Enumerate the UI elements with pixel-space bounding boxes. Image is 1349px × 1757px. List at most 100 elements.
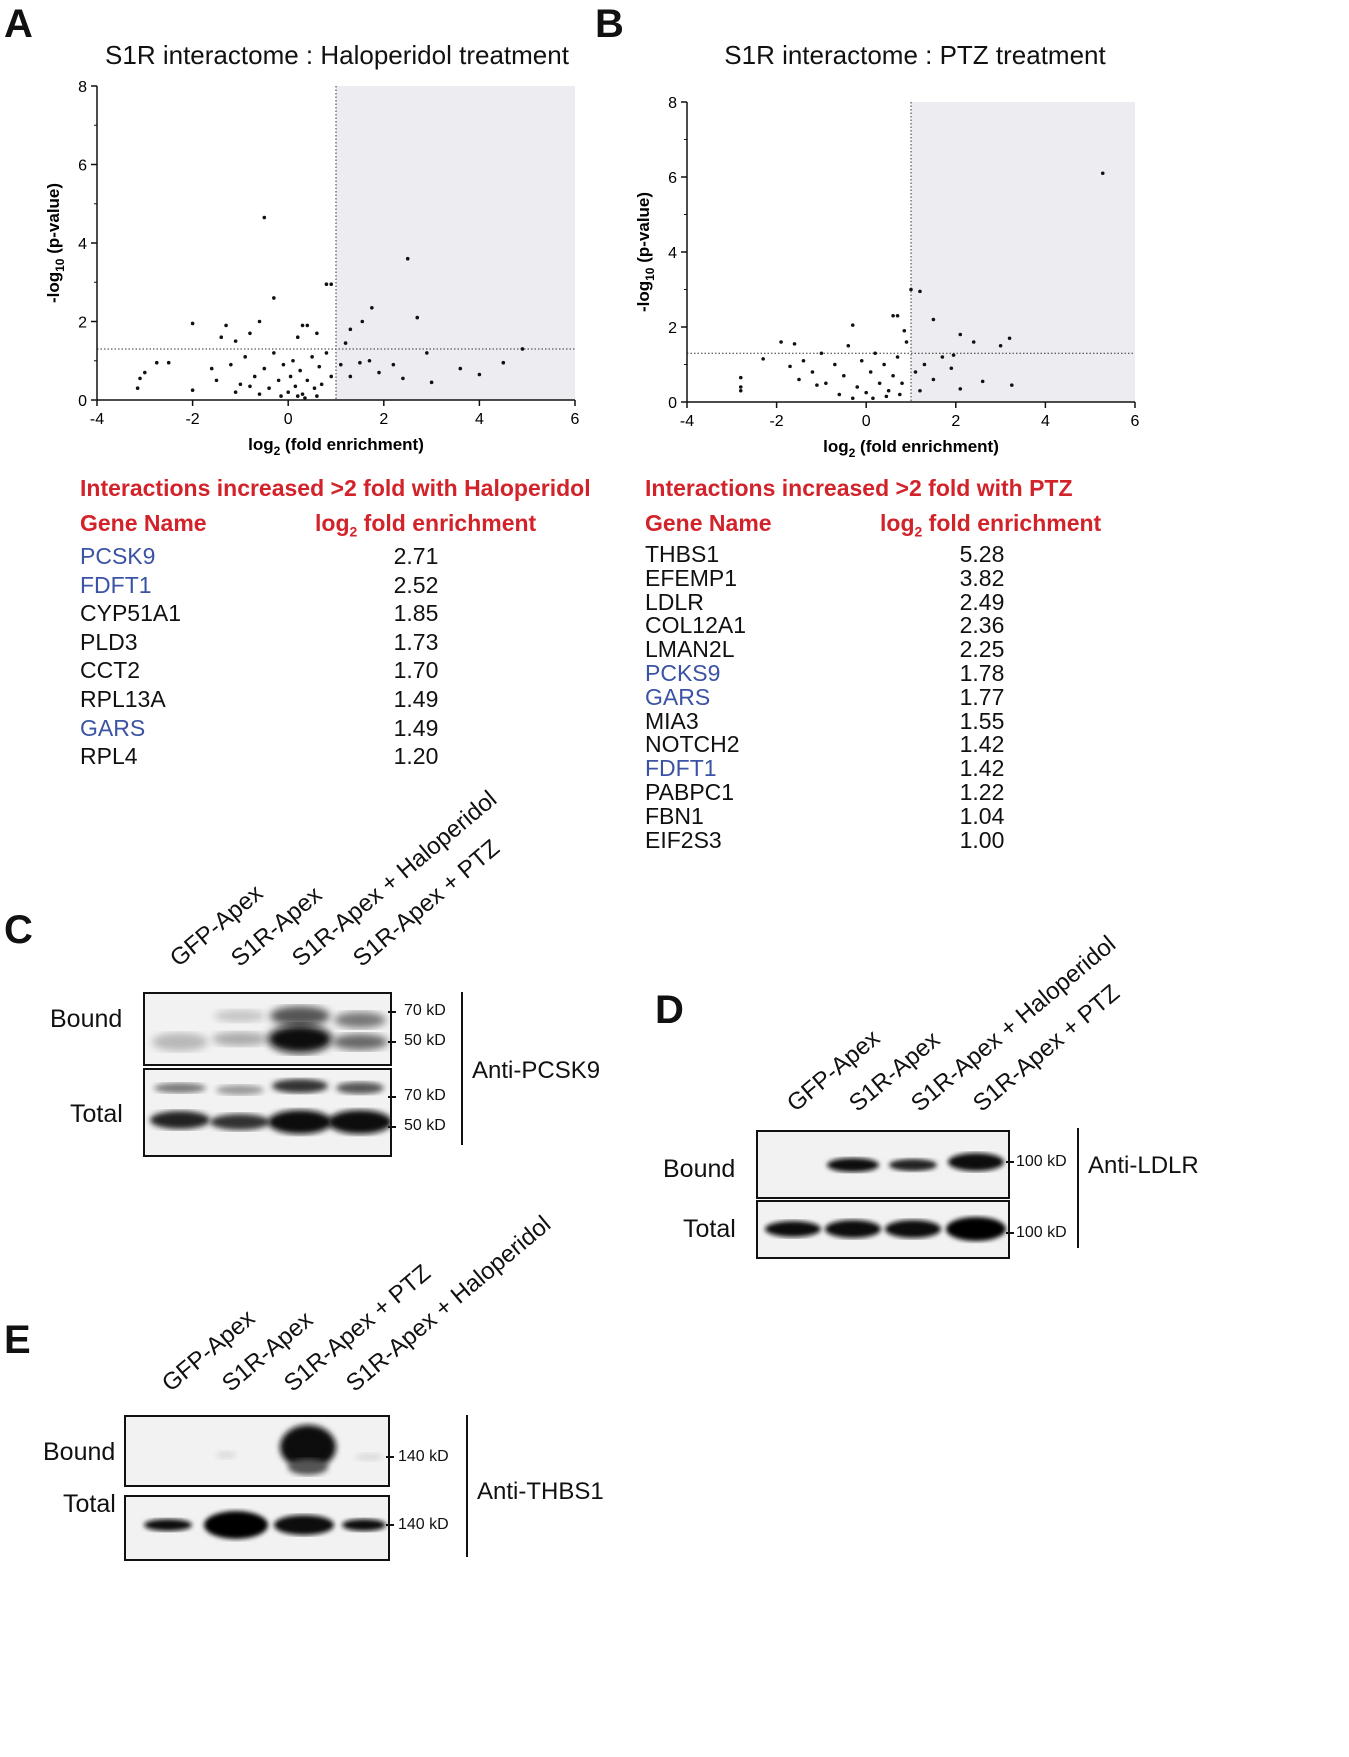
data-point [1010,383,1014,387]
data-point [877,381,882,386]
bracket-d [1077,1128,1079,1248]
data-point [900,381,904,386]
data-point [868,370,873,374]
x-axis-label: log2 (fold enrichment) [823,437,999,460]
data-point [815,383,819,387]
table-b-gene: EIF2S3 [645,826,722,853]
table-a-gene: RPL4 [80,743,138,770]
data-point [913,370,918,374]
y-tick-label: 8 [668,95,677,112]
data-point [401,376,405,381]
data-point [882,362,886,367]
data-point [143,370,147,375]
x-tick-label: 0 [862,413,871,430]
blot-c-total [143,1068,392,1157]
data-point [779,340,783,344]
data-point [209,366,214,371]
data-point [238,382,243,387]
table-a-col-gene: Gene Name [80,510,207,536]
significance-region [911,102,1135,402]
x-tick-label: -4 [90,411,104,428]
data-point [842,373,846,378]
y-tick-label: 4 [78,236,87,253]
data-point [738,375,743,380]
data-point [310,355,314,359]
x-tick-label: 6 [1131,413,1140,430]
data-point [305,323,310,328]
blot-c-bound [143,992,392,1066]
tick-d-100-total [1006,1232,1014,1234]
plot-title-b: S1R interactome : PTZ treatment [724,40,1106,70]
data-point [788,364,792,369]
data-point [248,384,252,389]
data-point [891,373,895,378]
data-point [940,355,945,359]
plot-title-a: S1R interactome : Haloperidol treatment [105,40,569,70]
row-label-e-bound: Bound [43,1438,116,1466]
x-tick-label: 6 [571,411,580,428]
data-point [360,319,365,324]
marker-c-50-total: 50 kD [404,1117,446,1134]
data-point [902,328,907,333]
row-label-d-bound: Bound [663,1155,736,1183]
data-point [293,384,298,389]
marker-c-50-bound: 50 kD [404,1032,446,1049]
table-b-gene: GARS [645,683,711,710]
data-point [305,378,310,383]
data-point [288,374,293,379]
tick-c-70-bound [388,1011,396,1013]
data-point [300,392,305,396]
table-b-gene: LDLR [645,588,704,615]
table-a-gene: RPL13A [80,686,166,712]
table-b-gene: COL12A1 [645,612,747,639]
table-a-gene: FDFT1 [80,571,152,598]
data-point [971,340,976,344]
data-point [262,366,267,371]
table-b-gene: THBS1 [645,541,720,567]
data-point [846,343,851,348]
tick-d-100-bound [1006,1161,1014,1163]
tick-c-70-total [388,1096,396,1098]
data-point [792,342,797,346]
data-point [931,317,936,322]
data-point [859,358,864,363]
panel-letter-c: C [4,908,33,952]
data-point [315,394,319,398]
blot-d-total [756,1200,1010,1259]
x-tick-label: 2 [379,411,388,428]
x-tick-label: -4 [680,413,694,430]
data-point [458,366,463,371]
significance-region [336,86,575,400]
data-point [405,256,410,261]
x-axis-label: log2 (fold enrichment) [248,435,424,458]
data-point [980,379,985,384]
panel-letter-e: E [4,1318,31,1362]
row-label-c-bound: Bound [50,1005,123,1033]
tick-e-140-bound [386,1456,394,1458]
panel-letter-a: A [4,2,33,46]
data-point [324,282,329,287]
data-point [252,374,257,379]
data-point [315,331,319,336]
marker-e-140-total: 140 kD [398,1516,449,1533]
table-a-value: 1.85 [393,600,439,627]
table-b-value: 1.42 [959,755,1005,782]
data-point [415,315,420,320]
table-a-value: 2.52 [393,571,439,598]
data-point [233,339,238,343]
table-b-value: 5.28 [959,541,1005,567]
marker-d-100-bound: 100 kD [1016,1153,1067,1170]
data-point [951,353,956,357]
data-point [895,313,900,318]
row-label-e-total: Total [63,1490,116,1518]
x-tick-label: 0 [284,411,293,428]
table-a-gene: CCT2 [80,657,141,684]
data-point [520,347,525,351]
data-point [958,387,963,391]
x-tick-label: -2 [185,411,199,428]
table-b-value: 3.82 [959,564,1005,591]
volcano-plot-haloperidol: -4 -2 0 2 4 6 0 2 4 6 8 log2 (fold enrichment) -log1… [44,79,580,458]
table-b-gene: MIA3 [645,707,699,734]
table-b-gene: FBN1 [645,802,704,829]
marker-d-100-total: 100 kD [1016,1224,1067,1241]
